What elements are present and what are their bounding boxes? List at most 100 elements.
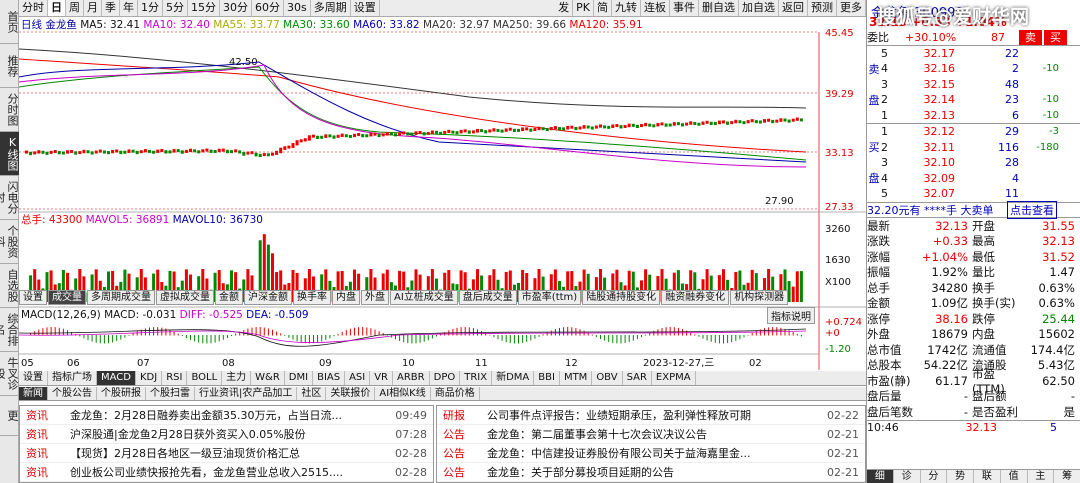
news-title[interactable]: 【现货】2月28日各地区一级豆油现货价格汇总 [70,447,300,460]
tab-30min[interactable]: 30分 [220,0,252,16]
sidebar-kline[interactable]: K线图 [0,132,19,176]
news-tab-research[interactable]: 个股研报 [97,387,146,400]
btab-sar[interactable]: SAR [623,371,652,385]
ind-tab-outer[interactable]: 外盘 [361,290,389,305]
sell-button[interactable]: 卖 [1019,29,1042,46]
btab-bbi[interactable]: BBI [534,371,560,385]
news-title[interactable]: 沪深股通|金龙鱼2月28日获外资买入0.05%股份 [70,428,306,441]
quote-tab-chips[interactable]: 筹 [1054,470,1080,483]
sidebar-recommend[interactable]: 推荐 [0,44,19,88]
news-tab-commodity[interactable]: 商品价格 [431,387,480,400]
btab-obv[interactable]: OBV [592,371,623,385]
btab-mtm[interactable]: MTM [560,371,593,385]
sidebar-profile[interactable]: 个股资料 [0,220,19,264]
btab-dpo[interactable]: DPO [430,371,461,385]
tool-event[interactable]: 事件 [670,0,699,16]
tool-add-watch[interactable]: 加自选 [739,0,779,16]
ind-tab-multi-volume[interactable]: 多周期成交量 [87,290,155,305]
quote-tab-split[interactable]: 分 [921,470,948,483]
btab-arbr[interactable]: ARBR [393,371,430,385]
tool-simple[interactable]: 简 [594,0,612,16]
news-tab-risk[interactable]: 个股扫雷 [146,387,195,400]
ind-tab-amount[interactable]: 金额 [215,290,243,305]
news-tab-ai-kline[interactable]: AI相似K线 [375,387,431,400]
ind-tab-inner[interactable]: 内盘 [332,290,360,305]
quote-tab-main[interactable]: 主 [1028,470,1055,483]
tool-board[interactable]: 连板 [641,0,670,16]
news-tab-industry[interactable]: 行业资讯|农产品加工 [195,387,298,400]
tab-month[interactable]: 月 [84,0,102,16]
ind-tab-institution[interactable]: 机构探测器 [730,290,789,305]
tab-settings[interactable]: 设置 [351,0,380,16]
news-row[interactable]: 资讯 金龙鱼：2月28日融券卖出金额35.30万元，占当日流... 09:49 [20,406,433,425]
news-row[interactable]: 研报 公司事件点评报告：业绩短期承压，盈利弹性释放可期 02-22 [437,406,865,425]
ind-tab-margin[interactable]: 融资融券变化 [661,290,730,305]
indicator-help-button[interactable]: 指标说明 [767,307,815,324]
quote-tab-linked[interactable]: 联 [974,470,1001,483]
btab-kdj[interactable]: KDJ [136,371,163,385]
ind-tab-settings[interactable]: 设置 [19,290,47,305]
btab-boll[interactable]: BOLL [187,371,223,385]
tab-day[interactable]: 日 [48,0,66,16]
news-title[interactable]: 金龙鱼：2月28日融券卖出金额35.30万元，占当日流... [70,409,342,422]
btab-main-force[interactable]: 主力 [222,371,252,385]
tool-back[interactable]: 返回 [779,0,808,16]
news-tab-announce[interactable]: 个股公告 [48,387,97,400]
btab-trix[interactable]: TRIX [460,371,493,385]
btab-macd[interactable]: MACD [97,371,136,385]
sidebar-timeshare[interactable]: 分时图 [0,88,19,132]
ind-tab-ai-volume[interactable]: AI立桩成交量 [390,290,458,305]
btab-dmi[interactable]: DMI [285,371,314,385]
tab-week[interactable]: 周 [66,0,84,16]
btab-asi[interactable]: ASI [345,371,371,385]
tab-15min[interactable]: 15分 [188,0,220,16]
news-row[interactable]: 资讯 创业板公司业绩快报抢先看，金龙鱼营业总收入2515.... 02-28 [20,463,433,482]
btab-expma[interactable]: EXPMA [652,371,696,385]
ind-tab-turnover[interactable]: 换手率 [293,290,331,305]
ind-tab-northbound[interactable]: 陆股通持股变化 [582,290,661,305]
sidebar-watchlist[interactable]: 自选股 [0,264,19,308]
quote-tab-detail[interactable]: 细 [867,470,894,483]
btab-new-dma[interactable]: 新DMA [492,371,535,385]
ind-tab-hs-amount[interactable]: 沪深金额 [244,290,292,305]
btab-settings[interactable]: 设置 [19,371,48,385]
news-title[interactable]: 创业板公司业绩快报抢先看，金龙鱼营业总收入2515.... [70,466,343,479]
sidebar-more[interactable]: 更 [0,396,19,436]
btab-bias[interactable]: BIAS [313,371,346,385]
news-row[interactable]: 资讯 沪深股通|金龙鱼2月28日获外资买入0.05%股份 07:28 [20,425,433,444]
sidebar-flash[interactable]: 闪电分时 [0,176,19,220]
sidebar-diagnose[interactable]: 牛叉诊股 [0,352,19,396]
news-tab-news[interactable]: 新闻 [19,387,48,400]
news-title[interactable]: 金龙鱼：第二届董事会第十七次会议决议公告 [487,428,707,441]
news-row[interactable]: 公告 金龙鱼：关于部分募投项目延期的公告 02-21 [437,463,865,482]
tab-5min[interactable]: 5分 [163,0,188,16]
tool-more[interactable]: 更多 [837,0,866,16]
tool-post[interactable]: 发 [555,0,574,16]
btab-vr[interactable]: VR [370,371,394,385]
news-title[interactable]: 金龙鱼：中信建投证券股份有限公司关于益海嘉里金... [487,447,751,460]
news-title[interactable]: 金龙鱼：关于部分募投项目延期的公告 [487,466,674,479]
tool-nine[interactable]: 九转 [612,0,641,16]
tab-1min[interactable]: 1分 [138,0,163,16]
sidebar-ranking[interactable]: 综合排名 [0,308,19,352]
tool-pk[interactable]: PK [573,0,594,16]
tab-timeshare[interactable]: 分时 [19,0,48,16]
tab-season[interactable]: 季 [102,0,120,16]
quote-tab-value[interactable]: 值 [1001,470,1028,483]
kline-chart-area[interactable]: 日线 金龙鱼 MA5: 32.41 MA10: 32.40 MA55: 33.7… [19,17,866,370]
news-row[interactable]: 公告 金龙鱼：中信建投证券股份有限公司关于益海嘉里金... 02-21 [437,444,865,463]
news-title[interactable]: 公司事件点评报告：业绩短期承压，盈利弹性释放可期 [487,409,751,422]
btab-wr[interactable]: W&R [251,371,285,385]
tool-del-watch[interactable]: 删自选 [699,0,739,16]
tab-60min[interactable]: 60分 [252,0,284,16]
btab-indicator-square[interactable]: 指标广场 [48,371,97,385]
quote-tab-trend[interactable]: 势 [947,470,974,483]
news-row[interactable]: 公告 金龙鱼：第二届董事会第十七次会议决议公告 02-21 [437,425,865,444]
news-tab-related[interactable]: 关联报价 [326,387,376,400]
sidebar-home[interactable]: 首页 [0,0,19,44]
tool-predict[interactable]: 预测 [808,0,837,16]
news-row[interactable]: 资讯 【现货】2月28日各地区一级豆油现货价格汇总 02-28 [20,444,433,463]
ind-tab-after-hours[interactable]: 盘后成交量 [458,290,517,305]
tab-multi-period[interactable]: 多周期 [311,0,351,16]
ind-tab-pe[interactable]: 市盈率(ttm) [517,290,582,305]
